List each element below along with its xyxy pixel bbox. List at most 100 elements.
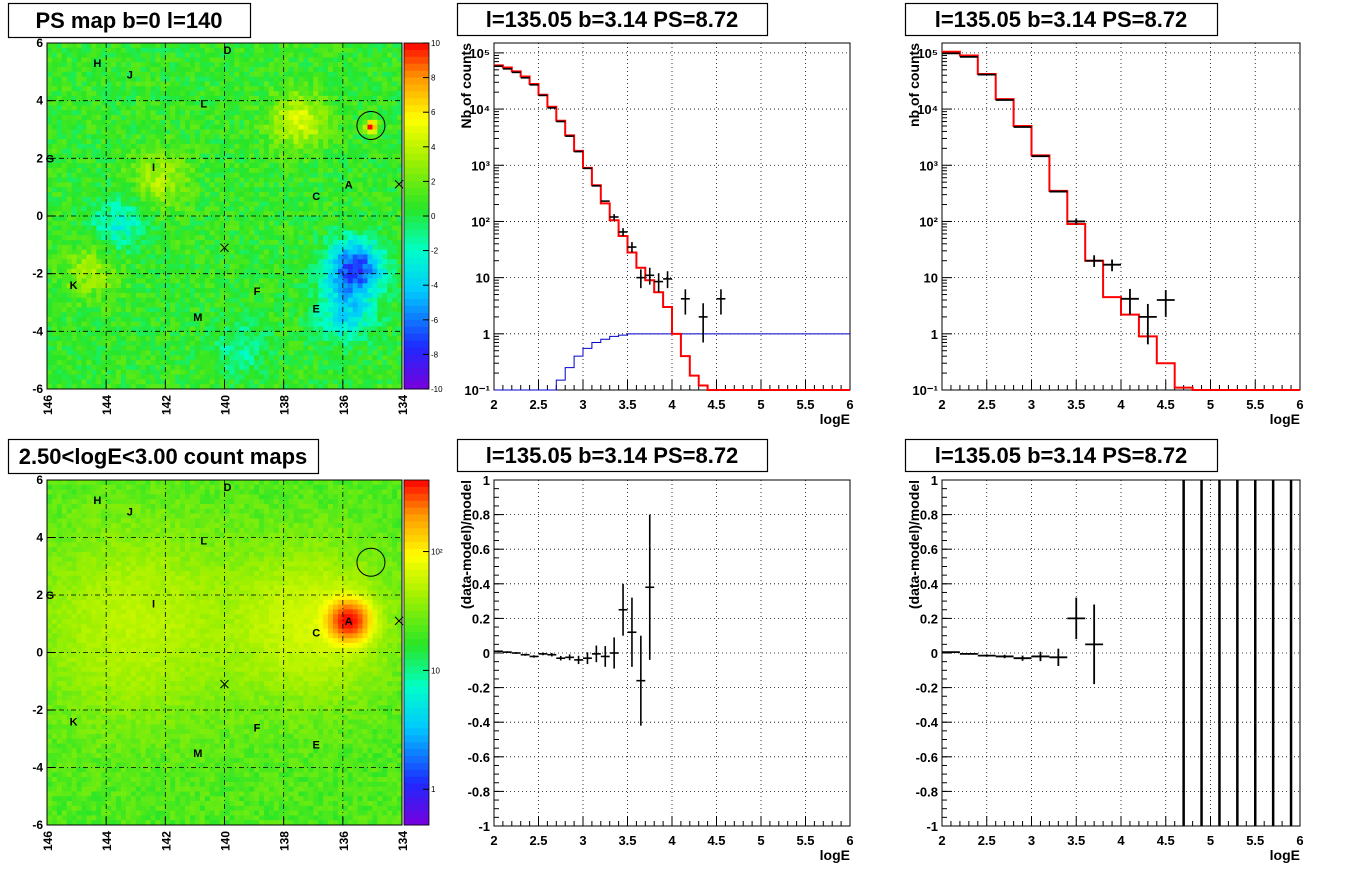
heatmap-cell [293, 345, 299, 351]
heatmap-cell [204, 86, 211, 92]
heatmap-cell [323, 148, 329, 154]
heatmap-cell [145, 230, 151, 236]
heatmap-cell [263, 254, 270, 260]
heatmap-cell [278, 288, 285, 294]
heatmap-cell [214, 86, 220, 92]
heatmap-cell [170, 47, 176, 54]
heatmap-cell [125, 259, 132, 265]
heatmap-cell [214, 297, 220, 303]
heatmap-cell [130, 139, 137, 145]
heatmap-cell [328, 62, 334, 68]
heatmap-cell [71, 52, 77, 58]
heatmap-cell [278, 153, 285, 159]
heatmap-cell [239, 139, 245, 145]
heatmap-cell [91, 220, 97, 227]
heatmap-cell [288, 331, 294, 337]
heatmap-cell [362, 163, 368, 169]
heatmap-cell [101, 244, 107, 251]
heatmap-cell [76, 177, 82, 183]
heatmap-cell [86, 350, 92, 356]
heatmap-cell [328, 278, 334, 284]
heatmap-cell [106, 43, 112, 49]
heatmap-cell [347, 201, 354, 207]
heatmap-cell [175, 148, 181, 154]
heatmap-cell [199, 264, 206, 270]
heatmap-cell [51, 331, 58, 337]
heatmap-cell [268, 134, 275, 140]
heatmap-cell [303, 191, 309, 198]
heatmap-cell [145, 292, 151, 299]
heatmap-cell [283, 187, 289, 193]
heatmap-cell [229, 201, 235, 207]
heatmap-cell [150, 105, 156, 111]
heatmap-cell [288, 172, 294, 178]
heatmap-cell [219, 110, 225, 116]
heatmap-cell [81, 95, 87, 102]
heatmap-cell [111, 259, 117, 265]
heatmap-cell [194, 124, 201, 130]
heatmap-cell [204, 76, 211, 82]
heatmap-cell [185, 264, 191, 270]
heatmap-cell [323, 384, 329, 390]
heatmap-cell [342, 312, 349, 318]
heatmap-cell [175, 283, 181, 289]
heatmap-cell [209, 153, 216, 159]
heatmap-cell [288, 364, 294, 371]
heatmap-cell [254, 206, 260, 212]
heatmap-cell [328, 172, 334, 178]
heatmap-cell [160, 259, 166, 265]
heatmap-cell [194, 182, 201, 188]
heatmap-cell [194, 67, 201, 73]
heatmap-cell [347, 76, 354, 82]
heatmap-cell [56, 254, 63, 260]
heatmap-cell [328, 345, 334, 351]
heatmap-cell [244, 211, 250, 217]
heatmap-cell [204, 201, 211, 207]
heatmap-cell [249, 225, 255, 231]
heatmap-cell [234, 196, 240, 202]
heatmap-cell [204, 196, 211, 202]
heatmap-cell [372, 240, 378, 246]
heatmap-cell [165, 153, 171, 159]
heatmap-cell [76, 91, 82, 97]
heatmap-cell [382, 312, 388, 318]
heatmap-cell [313, 235, 319, 241]
heatmap-cell [111, 105, 117, 111]
heatmap-cell [47, 124, 53, 130]
heatmap-cell [91, 158, 97, 164]
heatmap-cell [61, 95, 68, 102]
heatmap-cell [347, 100, 354, 106]
heatmap-cell [278, 86, 285, 92]
heatmap-cell [328, 110, 334, 116]
heatmap-cell [367, 201, 373, 207]
heatmap-cell [254, 139, 260, 145]
heatmap-cell [140, 254, 147, 260]
heatmap-cell [170, 158, 176, 164]
heatmap-cell [101, 326, 107, 332]
heatmap-cell [180, 148, 186, 154]
heatmap-cell [224, 220, 230, 227]
heatmap-cell [337, 182, 344, 188]
heatmap-cell [135, 86, 142, 92]
heatmap-cell [323, 268, 329, 275]
heatmap-cell [120, 374, 127, 380]
heatmap-cell [259, 288, 265, 294]
heatmap-cell [313, 124, 319, 130]
heatmap-cell [140, 235, 147, 241]
heatmap-cell [323, 211, 329, 217]
heatmap-cell [145, 355, 151, 361]
heatmap-cell [135, 52, 142, 58]
heatmap-cell [254, 148, 260, 154]
heatmap-cell [66, 62, 73, 68]
heatmap-cell [283, 225, 289, 231]
heatmap-cell [352, 220, 359, 227]
heatmap-cell [120, 115, 127, 121]
heatmap-cell [189, 52, 196, 58]
heatmap-cell [229, 326, 235, 332]
heatmap-cell [160, 206, 166, 212]
heatmap-cell [293, 119, 299, 126]
heatmap-cell [185, 206, 191, 212]
heatmap-cell [263, 364, 270, 371]
heatmap-cell [337, 230, 344, 236]
heatmap-cell [367, 43, 373, 49]
